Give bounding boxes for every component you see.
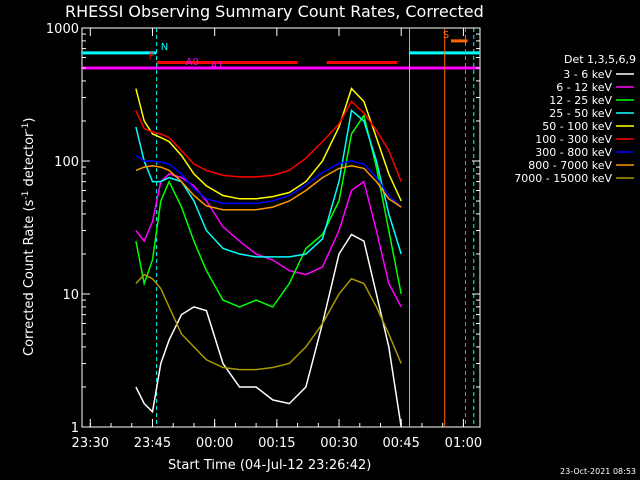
y-label-mid: detector (22, 131, 37, 191)
y-tick-label-0: 1 (71, 421, 79, 436)
x-tick-label-0: 23:30 (72, 436, 109, 451)
timestamp: 23-Oct-2021 08:53 (560, 467, 636, 476)
y-axis-label: Corrected Count Rate (s-1 detector-1) (21, 118, 37, 356)
y-label-main: Corrected Count Rate (s (22, 199, 37, 356)
flag-label-A0: A0 (186, 57, 199, 68)
x-axis: 23:30 23:45 00:00 00:15 00:30 00:45 01:00 (72, 28, 482, 451)
y-label-sup1: -1 (21, 191, 31, 200)
legend-title: Det 1,3,5,6,9 (564, 53, 636, 66)
y-tick-label-3: 1000 (46, 22, 79, 37)
series-line-5 (135, 100, 402, 182)
series-line-4 (135, 87, 402, 202)
y-tick-label-1: 10 (62, 288, 79, 303)
legend-label-3: 25 - 50 keV (549, 107, 612, 120)
series-line-3 (135, 108, 402, 258)
series-line-7 (135, 165, 402, 211)
legend-label-1: 6 - 12 keV (556, 81, 612, 94)
series-line-0 (135, 233, 402, 428)
x-tick-label-3: 00:15 (258, 436, 295, 451)
plot-frame (81, 27, 481, 428)
series-line-2 (135, 113, 402, 308)
flag-label-F: F (149, 52, 155, 63)
flag-label-A1: A1 (211, 61, 224, 72)
legend-label-2: 12 - 25 keV (549, 94, 612, 107)
flag-label-N: N (161, 42, 168, 53)
x-tick-label-2: 00:00 (196, 436, 233, 451)
legend-label-7: 800 - 7000 keV (528, 159, 612, 172)
x-tick-label-1: 23:45 (134, 436, 171, 451)
x-tick-label-4: 00:30 (320, 436, 357, 451)
series-line-6 (135, 154, 402, 208)
y-label-end: ) (22, 118, 37, 123)
chart-title: RHESSI Observing Summary Count Rates, Co… (65, 2, 484, 21)
y-label-sup2: -1 (21, 123, 31, 132)
flag-label-S: S (443, 30, 449, 41)
series-lines (135, 87, 402, 428)
legend-label-0: 3 - 6 keV (563, 68, 612, 81)
y-tick-label-2: 100 (54, 155, 79, 170)
legend-label-8: 7000 - 15000 keV (514, 172, 612, 185)
x-tick-label-6: 01:00 (445, 436, 482, 451)
legend-label-5: 100 - 300 keV (535, 133, 612, 146)
series-line-1 (135, 173, 402, 308)
flag-lines: NF S A0 A1 (82, 28, 480, 427)
x-tick-label-5: 00:45 (382, 436, 419, 451)
x-axis-label: Start Time (04-Jul-12 23:26:42) (168, 458, 371, 473)
y-axis: 1 10 100 1000 (46, 22, 480, 436)
legend-label-4: 50 - 100 keV (542, 120, 612, 133)
series-line-8 (135, 273, 402, 371)
legend-label-6: 300 - 800 keV (535, 146, 612, 159)
